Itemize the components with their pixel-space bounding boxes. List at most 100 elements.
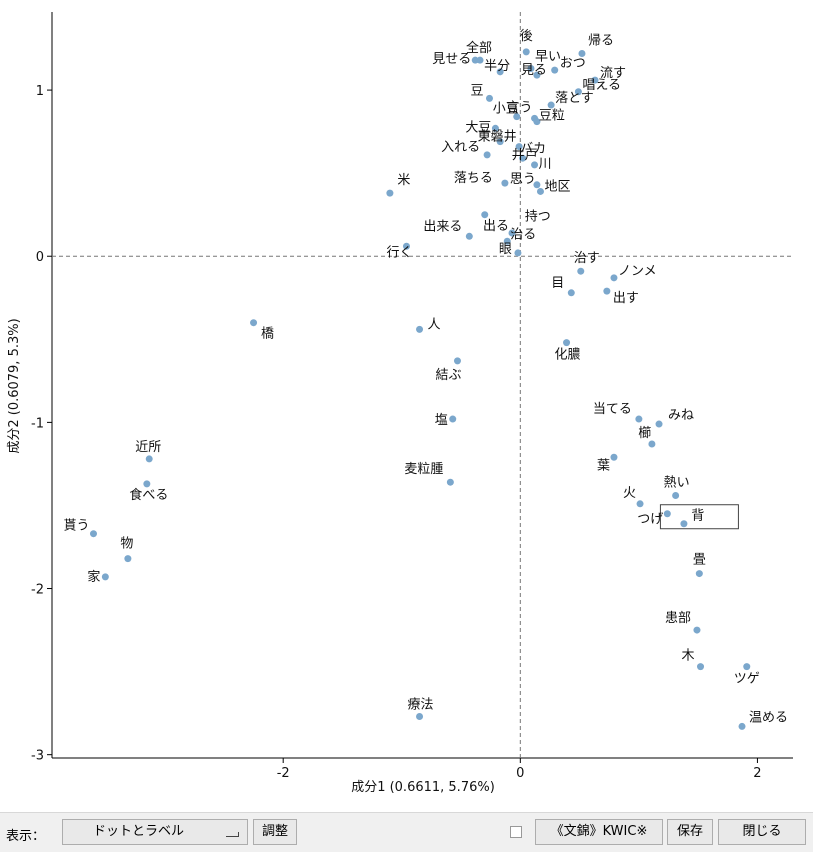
point-label: 見る [521,63,547,78]
point-label: 東磐井 [478,129,517,145]
point-label: 小豆 [493,102,519,117]
data-point [695,570,703,578]
point-label: 療法 [408,697,434,712]
data-point [491,124,499,132]
bottom-toolbar: 表示： ドットとラベル 調整 《文錦》KWIC※ 保存 閉じる [0,812,813,852]
data-point [578,50,586,58]
point-label: 落ちる [454,171,493,186]
point-label: 大豆 [465,120,491,135]
point-label: 治す [574,251,600,266]
point-label: 出す [613,291,639,306]
axis-ticks: -2 0 2 1 0 -1 -2 -3 [31,84,762,781]
point-label: 化膿 [555,348,581,363]
data-point [697,663,705,671]
data-point [636,500,644,508]
point-label: 塩 [435,413,448,428]
data-point [416,712,424,720]
x-tick-label: 2 [753,766,761,781]
y-tick-label: -2 [31,583,44,598]
data-point [145,455,153,463]
data-point [610,274,618,282]
kwic-checkbox[interactable] [510,826,522,838]
data-point [124,555,132,563]
data-point [501,179,509,187]
kwic-button[interactable]: 《文錦》KWIC※ [535,819,663,845]
data-point [533,71,541,79]
point-label: 持つ [525,210,551,225]
point-label: 葉 [597,458,610,473]
data-point [481,211,489,219]
data-point [250,319,258,327]
close-button[interactable]: 閉じる [718,819,806,845]
data-point [89,530,97,538]
point-label: 背 [691,509,704,524]
data-point [446,478,454,486]
point-label: 木 [682,649,695,664]
point-label: 出来る [423,219,462,234]
data-point [465,232,473,240]
point-label: 出る [483,219,509,234]
point-label: 豆 [470,83,483,98]
display-mode-dropdown[interactable]: ドットとラベル [62,819,248,845]
point-label: 当てる [593,402,632,417]
data-point [503,237,511,245]
data-point [386,189,394,197]
data-point [471,56,479,64]
point-label: 行く [386,245,412,260]
data-point [536,187,544,195]
display-mode-value: ドットとラベル [93,824,185,839]
data-point [551,66,559,74]
data-point [519,154,527,162]
point-label: 熱い [664,475,690,490]
point-label: 入れる [441,140,480,155]
data-point [522,48,530,56]
data-point [485,94,493,102]
y-tick-label: -3 [31,749,44,764]
point-label: 治る [510,227,536,242]
point-label: 井戸 [512,148,538,163]
data-point [567,289,575,297]
data-point [563,339,571,347]
point-label: 思う [510,172,536,187]
point-label: 地区 [544,179,570,194]
data-point [449,415,457,423]
point-label: 火 [623,486,636,501]
data-points [89,48,751,730]
point-label: 温める [749,710,788,725]
point-label: 帰る [588,33,614,49]
point-label: 目 [551,276,564,291]
data-point [738,722,746,730]
point-label: 豆粒 [539,109,565,124]
data-point [515,143,523,151]
point-label: 麦粒腫 [404,461,443,477]
data-point [680,520,688,528]
data-point [453,357,461,365]
data-point [402,242,410,250]
point-label: 近所 [135,440,161,455]
y-tick-label: -1 [31,416,44,431]
point-label: 食べる [129,487,168,503]
data-point [648,440,656,448]
point-label: 後 [520,29,533,44]
plot-frame [51,12,793,759]
save-button[interactable]: 保存 [667,819,713,845]
point-label: 人 [428,317,441,332]
data-point [101,573,109,581]
data-point [603,287,611,295]
y-tick-label: 0 [36,250,44,265]
adjust-button[interactable]: 調整 [253,819,297,845]
point-label: 貰う [63,519,89,534]
data-point [635,415,643,423]
y-axis-label: 成分2 (0.6079, 5.3%) [7,318,22,453]
data-point [533,118,541,126]
data-point [416,325,424,333]
point-label: みね [668,408,694,423]
point-label: ノンメ [618,264,657,279]
point-label: 流す [600,66,626,81]
reference-lines [52,12,793,758]
point-label: バカ [520,142,546,157]
point-label: 結ぶ [435,368,461,383]
point-label: 患部 [665,611,691,626]
data-point [143,480,151,488]
